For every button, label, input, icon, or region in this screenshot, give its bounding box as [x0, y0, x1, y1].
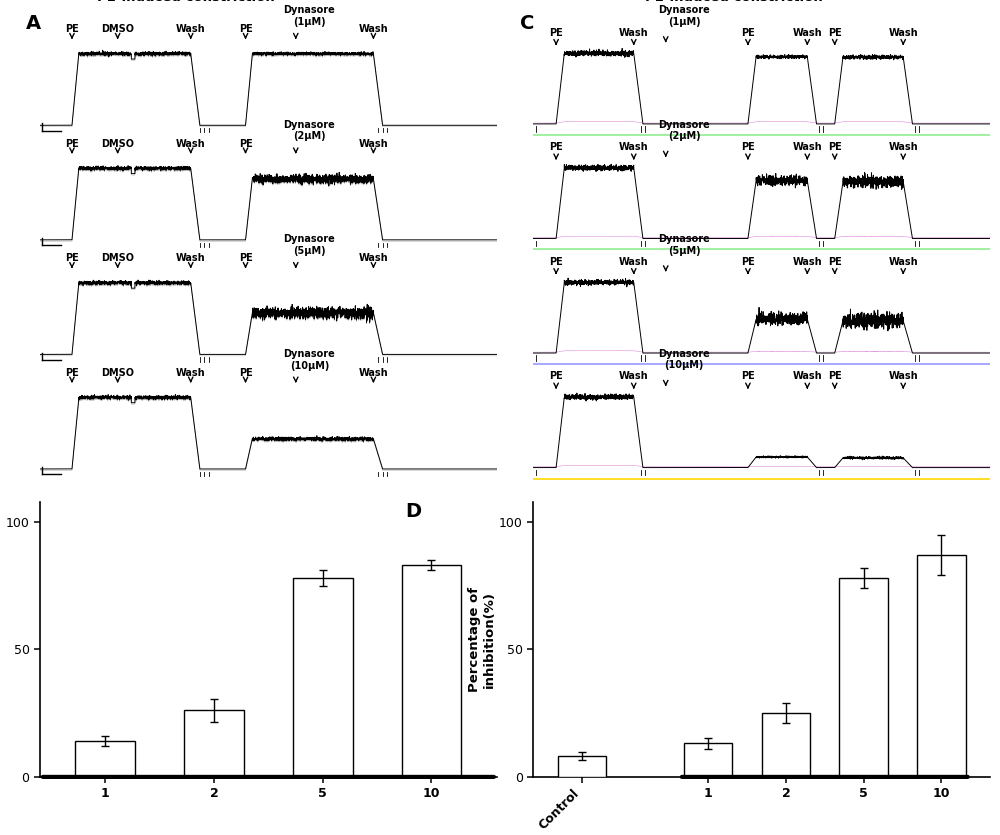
Text: PE: PE	[549, 372, 563, 387]
Text: Intact endothelium
PE-induced constriction: Intact endothelium PE-induced constricti…	[97, 0, 275, 4]
Bar	[184, 711, 244, 777]
Text: Wash: Wash	[176, 24, 206, 38]
Text: DMSO: DMSO	[101, 253, 134, 267]
Text: A: A	[26, 13, 41, 33]
Text: PE: PE	[65, 139, 79, 153]
Text: Wash: Wash	[359, 253, 388, 267]
Text: PE: PE	[239, 139, 252, 153]
Text: Wash: Wash	[359, 139, 388, 153]
Text: Wash: Wash	[888, 142, 918, 159]
Text: Wash: Wash	[792, 256, 822, 273]
Text: Wash: Wash	[619, 256, 649, 273]
Bar	[75, 741, 135, 777]
Text: Dynasore
(10μM): Dynasore (10μM)	[658, 349, 710, 370]
Text: Wash: Wash	[888, 28, 918, 44]
Text: Wash: Wash	[176, 139, 206, 153]
Text: Dynasore
(2μM): Dynasore (2μM)	[658, 119, 710, 141]
Text: PE: PE	[828, 256, 842, 273]
Text: Wash: Wash	[792, 142, 822, 159]
Text: Dynasore
(5μM): Dynasore (5μM)	[284, 235, 335, 256]
Text: Dynasore
(1μM): Dynasore (1μM)	[284, 5, 335, 27]
Text: Wash: Wash	[619, 142, 649, 159]
Bar	[558, 757, 606, 777]
Text: C: C	[520, 13, 534, 33]
Text: Dynasore
(5μM): Dynasore (5μM)	[658, 234, 710, 256]
Text: Wash: Wash	[888, 256, 918, 273]
Text: PE: PE	[828, 142, 842, 159]
Text: PE: PE	[741, 256, 755, 273]
Text: Wash: Wash	[176, 367, 206, 382]
Text: Wash: Wash	[359, 24, 388, 38]
Text: PE: PE	[741, 372, 755, 387]
Y-axis label: Percentage of
inhibition(%): Percentage of inhibition(%)	[468, 586, 496, 691]
Text: PE: PE	[828, 372, 842, 387]
Bar	[917, 555, 966, 777]
Text: Wash: Wash	[792, 372, 822, 387]
Text: DMSO: DMSO	[101, 139, 134, 153]
Text: Dynasore
(2μM): Dynasore (2μM)	[284, 119, 335, 141]
Text: PE: PE	[549, 256, 563, 273]
Text: Dynasore
(10μM): Dynasore (10μM)	[284, 349, 335, 371]
Bar	[762, 713, 810, 777]
Bar	[684, 743, 732, 777]
Text: PE: PE	[741, 28, 755, 44]
Text: PE: PE	[549, 142, 563, 159]
Text: Wash: Wash	[176, 253, 206, 267]
Text: PE: PE	[239, 367, 252, 382]
Bar	[402, 565, 461, 777]
Text: PE: PE	[239, 253, 252, 267]
Text: Wash: Wash	[619, 28, 649, 44]
Y-axis label: Percentage of
Relaxation (%): Percentage of Relaxation (%)	[0, 584, 3, 694]
Text: PE: PE	[239, 24, 252, 38]
Text: Wash: Wash	[359, 367, 388, 382]
Text: PE: PE	[828, 28, 842, 44]
Text: DMSO: DMSO	[101, 367, 134, 382]
Text: Wash: Wash	[619, 372, 649, 387]
Text: PE: PE	[65, 367, 79, 382]
Text: DMSO: DMSO	[101, 24, 134, 38]
Text: D: D	[405, 502, 422, 520]
Text: PE: PE	[65, 253, 79, 267]
Text: Dynasore
(1μM): Dynasore (1μM)	[658, 5, 710, 27]
Text: Wash: Wash	[888, 372, 918, 387]
Text: PE: PE	[549, 28, 563, 44]
Text: Wash: Wash	[792, 28, 822, 44]
Text: PE: PE	[741, 142, 755, 159]
Text: PE: PE	[65, 24, 79, 38]
Text: Intact endothelium
PE-induced constriction: Intact endothelium PE-induced constricti…	[645, 0, 823, 4]
Bar	[293, 578, 353, 777]
Bar	[839, 578, 888, 777]
